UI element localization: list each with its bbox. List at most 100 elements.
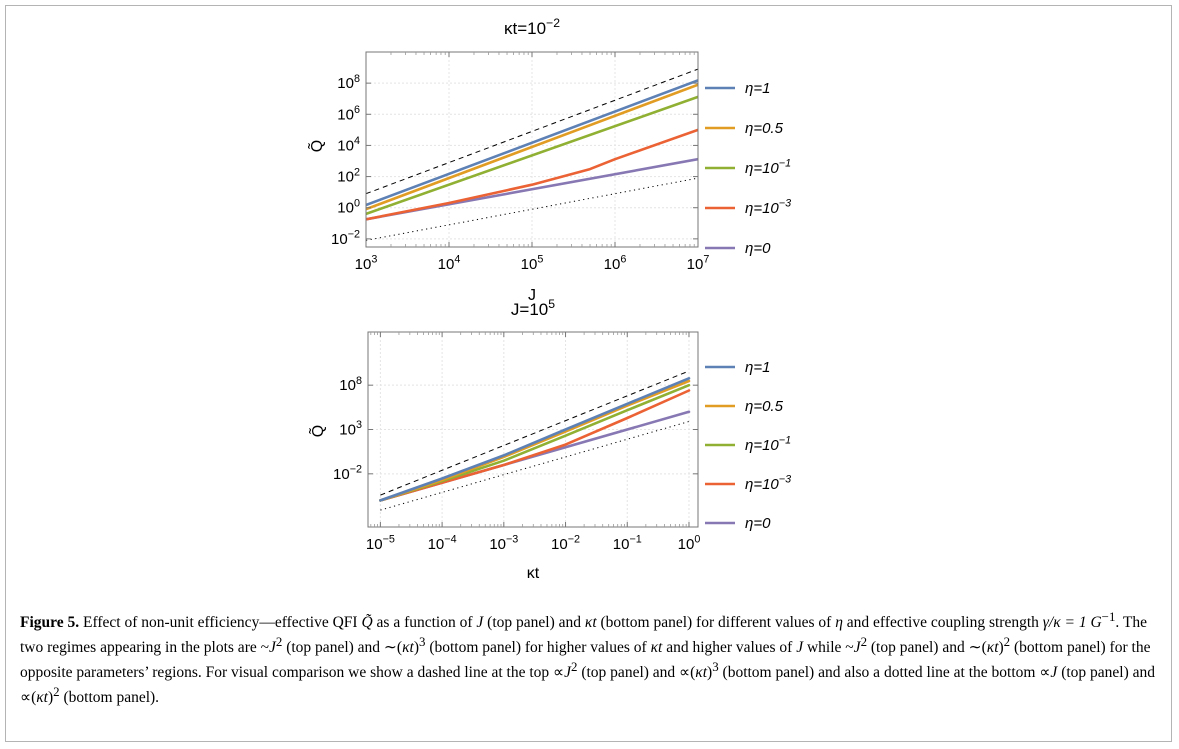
x-tick-label-exponent: 3 [371,254,377,266]
caption-math: γ/κ = 1 G [1042,614,1102,632]
legend-label-base: η=0 [745,515,771,532]
caption-text: (bottom panel). [59,689,160,707]
caption-text: . The two regimes appearing in the plots… [20,614,1147,657]
chart-panel-1: 103 104 105 106 10710−2100102104106108κt=10−… [306,16,791,304]
caption-math: κt [402,639,414,657]
x-tick-label: 10−5 [366,534,395,553]
legend-label: η=0 [745,240,771,257]
y-tick-label-exponent: 6 [354,104,360,116]
x-tick-label-base: 10 [366,536,383,553]
caption-text: (bottom panel) for higher values of [425,639,651,657]
caption-math: η [835,614,843,632]
chart-title: κt=10−2 [504,16,560,38]
caption-text: ) [47,689,54,707]
caption-text: as a function of [372,614,477,632]
y-tick-label-base: 10 [339,422,356,439]
x-tick-label-exponent: −4 [444,534,456,546]
y-tick-label: 100 [337,197,360,216]
y-tick-label-exponent: 2 [354,166,360,178]
x-tick-label-base: 10 [521,256,538,273]
y-tick-label-base: 10 [339,377,356,394]
caption-text: (bottom panel) and also a dotted line at… [718,664,1051,682]
caption-text: (bottom panel) for different values of [596,614,836,632]
figure-caption: Figure 5. Effect of non-unit efficiency—… [20,607,1155,708]
y-tick-label-exponent: 4 [354,135,360,147]
x-tick-label-exponent: 7 [703,254,709,266]
legend-label-base: η=0 [745,240,771,257]
chart-title-base: J=10 [511,300,548,319]
chart-title: J=105 [511,297,555,319]
caption-exponent: 3 [712,659,719,675]
plot-area [366,68,698,241]
caption-text: ) [707,664,713,682]
x-tick-label-exponent: −2 [568,534,580,546]
x-tick-label-exponent: 6 [620,254,626,266]
caption-paragraph: Figure 5. Effect of non-unit efficiency—… [20,607,1155,708]
caption-math: κt [695,664,708,682]
y-tick-label: 104 [337,135,360,154]
plot-area [379,370,691,511]
caption-text: (bottom panel) for the opposite paramete… [20,639,1151,682]
y-tick-label-base: 10 [333,466,350,483]
x-tick-label-base: 10 [489,536,506,553]
caption-exponent: 2 [1003,634,1011,650]
series-line [379,376,691,502]
caption-text: (top panel) and ∼( [867,639,987,657]
chart-title-exponent: −2 [546,16,560,30]
x-tick-label-exponent: −1 [629,534,641,546]
reference-line-dashed [366,68,698,195]
caption-text: (top panel) and ∼( [282,639,403,657]
y-tick-label-base: 10 [331,231,348,248]
chart-panel-2: 10−5 10−4 10−3 10−2 10−1 10010−2103108J=105κt… [307,297,791,582]
caption-label: Figure 5. [20,614,80,632]
y-tick-label: 10−2 [331,229,360,248]
caption-math: κt [650,639,663,657]
y-tick-label-base: 10 [337,106,354,123]
x-axis-label: J [528,287,536,304]
x-tick-label: 105 [521,254,544,273]
x-tick-label-exponent: −5 [383,534,395,546]
chart-title-base: κt=10 [504,19,546,38]
x-tick-label-exponent: 0 [694,534,700,546]
y-axis-label: Q̃ [307,425,327,437]
figure-frame [5,5,1172,742]
legend-label-base: η=1 [745,80,770,97]
y-tick-label-base: 10 [337,169,354,186]
x-tick-label: 104 [438,254,461,273]
legend-label-base: η=0.5 [745,398,784,415]
caption-math: J [564,664,572,682]
caption-text: while ~ [803,639,854,657]
legend-label-exponent: −1 [779,158,791,170]
x-tick-label: 106 [604,254,627,273]
chart-title-exponent: 5 [548,297,555,311]
caption-math: κt [36,689,48,707]
series-line [366,79,698,207]
x-tick-label-base: 10 [604,256,621,273]
y-tick-label-exponent: 0 [354,197,360,209]
caption-exponent: 2 [275,634,283,650]
reference-line-dashed [380,370,690,496]
x-tick-label: 107 [687,254,710,273]
legend-label-base: η=1 [745,359,770,376]
x-tick-label-exponent: 4 [454,254,460,266]
y-tick-label-base: 10 [337,137,354,154]
figure-plots: 103 104 105 106 10710−2100102104106108κt=10−… [306,16,791,582]
chart-legend: η=1η=0.5η=10−1η=10−3η=0 [705,80,791,257]
x-tick-label-base: 10 [551,536,568,553]
legend-label: η=1 [745,80,770,97]
caption-math: κt [584,614,597,632]
legend-label: η=0.5 [745,398,784,415]
y-tick-label-exponent: −2 [350,464,362,476]
legend-label: η=10−3 [745,474,791,493]
y-tick-label: 108 [337,73,360,92]
y-tick-label: 103 [339,419,362,438]
legend-label-exponent: −3 [779,474,791,486]
caption-exponent: 3 [419,634,426,650]
caption-text: ) [998,639,1004,657]
x-tick-label: 10−4 [428,534,457,553]
legend-label-exponent: −3 [779,198,791,210]
reference-line-dotted [380,421,690,511]
caption-exponent: −1 [1101,609,1116,624]
legend-label: η=10−1 [745,435,791,454]
legend-label: η=10−3 [745,198,791,217]
